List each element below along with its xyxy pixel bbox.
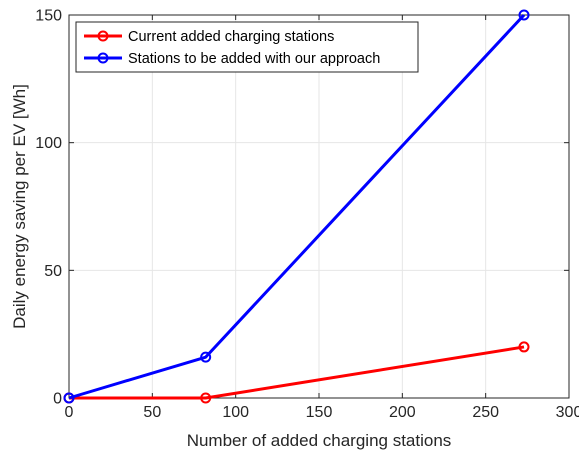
y-tick-label: 50	[44, 263, 62, 280]
x-tick-label: 150	[306, 404, 333, 421]
x-axis-label: Number of added charging stations	[187, 431, 452, 450]
y-axis-label: Daily energy saving per EV [Wh]	[10, 84, 29, 329]
x-tick-label: 0	[65, 404, 74, 421]
series-line-0	[69, 345, 525, 400]
y-tick-label: 0	[53, 391, 62, 408]
legend-entry-1: Stations to be added with our approach	[128, 51, 380, 67]
series-1-point	[63, 392, 75, 404]
series-0-point	[200, 392, 212, 404]
legend-marker-1	[97, 52, 109, 64]
x-tick-label: 300	[556, 404, 579, 421]
x-tick-label: 250	[472, 404, 499, 421]
x-tick-label: 100	[222, 404, 249, 421]
y-tick-label: 100	[35, 135, 62, 152]
series-1-point	[518, 9, 530, 21]
x-tick-label: 50	[143, 404, 161, 421]
tick-labels: 0 50 100 150 200 250 300 0 50 100 150	[35, 8, 579, 422]
y-tick-label: 150	[35, 8, 62, 25]
series-line-1	[68, 13, 526, 400]
series-1-point	[200, 351, 212, 363]
x-tick-label: 200	[389, 404, 416, 421]
legend-box	[75, 21, 419, 73]
series-lines	[63, 9, 530, 404]
legend-marker-0	[97, 30, 109, 42]
legend: Current added charging stations Stations …	[75, 21, 419, 73]
series-0-point	[518, 341, 530, 353]
legend-entry-0: Current added charging stations	[128, 29, 334, 45]
